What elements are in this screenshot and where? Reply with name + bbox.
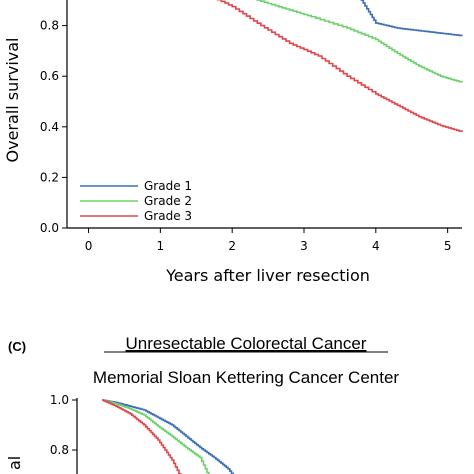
y-tick-label: 0.6 bbox=[40, 69, 59, 83]
bottom-y-axis-label: al bbox=[5, 456, 24, 470]
x-tick-label: 2 bbox=[228, 239, 236, 253]
legend-label: Grade 3 bbox=[144, 209, 192, 223]
y-tick-label: 0.8 bbox=[50, 443, 69, 457]
x-tick-label: 1 bbox=[157, 239, 165, 253]
legend-label: Grade 2 bbox=[144, 194, 192, 208]
y-tick-label: 0.2 bbox=[40, 170, 59, 184]
bottom-series-line-1 bbox=[102, 399, 210, 474]
series-line-grade-2 bbox=[256, 0, 463, 83]
bottom-series-line-0 bbox=[102, 399, 235, 474]
x-tick-label: 3 bbox=[300, 239, 308, 253]
panel-heading: Unresectable Colorectal Cancer bbox=[126, 334, 367, 353]
y-tick-label: 0.0 bbox=[40, 221, 59, 235]
y-tick-label: 1.0 bbox=[50, 393, 69, 407]
bottom-survival-plot: 1.0 0.8 al bbox=[5, 393, 235, 474]
bottom-chart-title: Memorial Sloan Kettering Cancer Center bbox=[93, 368, 399, 387]
top-survival-plot: 0 1 2 3 4 5 0.0 0.2 0.4 0.6 0.8 Years after liver … bbox=[3, 0, 463, 285]
y-tick-label: 0.4 bbox=[40, 120, 59, 134]
x-tick-label: 5 bbox=[444, 239, 452, 253]
y-tick-label: 0.8 bbox=[40, 19, 59, 33]
series-line-grade-3 bbox=[217, 0, 463, 132]
series-line-grade-1 bbox=[360, 0, 463, 37]
top-x-axis-label: Years after liver resection bbox=[165, 266, 370, 285]
bottom-series-line-2 bbox=[102, 399, 182, 474]
x-tick-label: 4 bbox=[372, 239, 380, 253]
top-series-group bbox=[217, 0, 463, 132]
bottom-series-group bbox=[102, 399, 235, 474]
legend-label: Grade 1 bbox=[144, 179, 192, 193]
top-axes bbox=[66, 0, 462, 229]
top-y-axis-label: Overall survival bbox=[3, 38, 22, 163]
x-tick-label: 0 bbox=[85, 239, 93, 253]
panel-letter: (C) bbox=[8, 339, 26, 354]
